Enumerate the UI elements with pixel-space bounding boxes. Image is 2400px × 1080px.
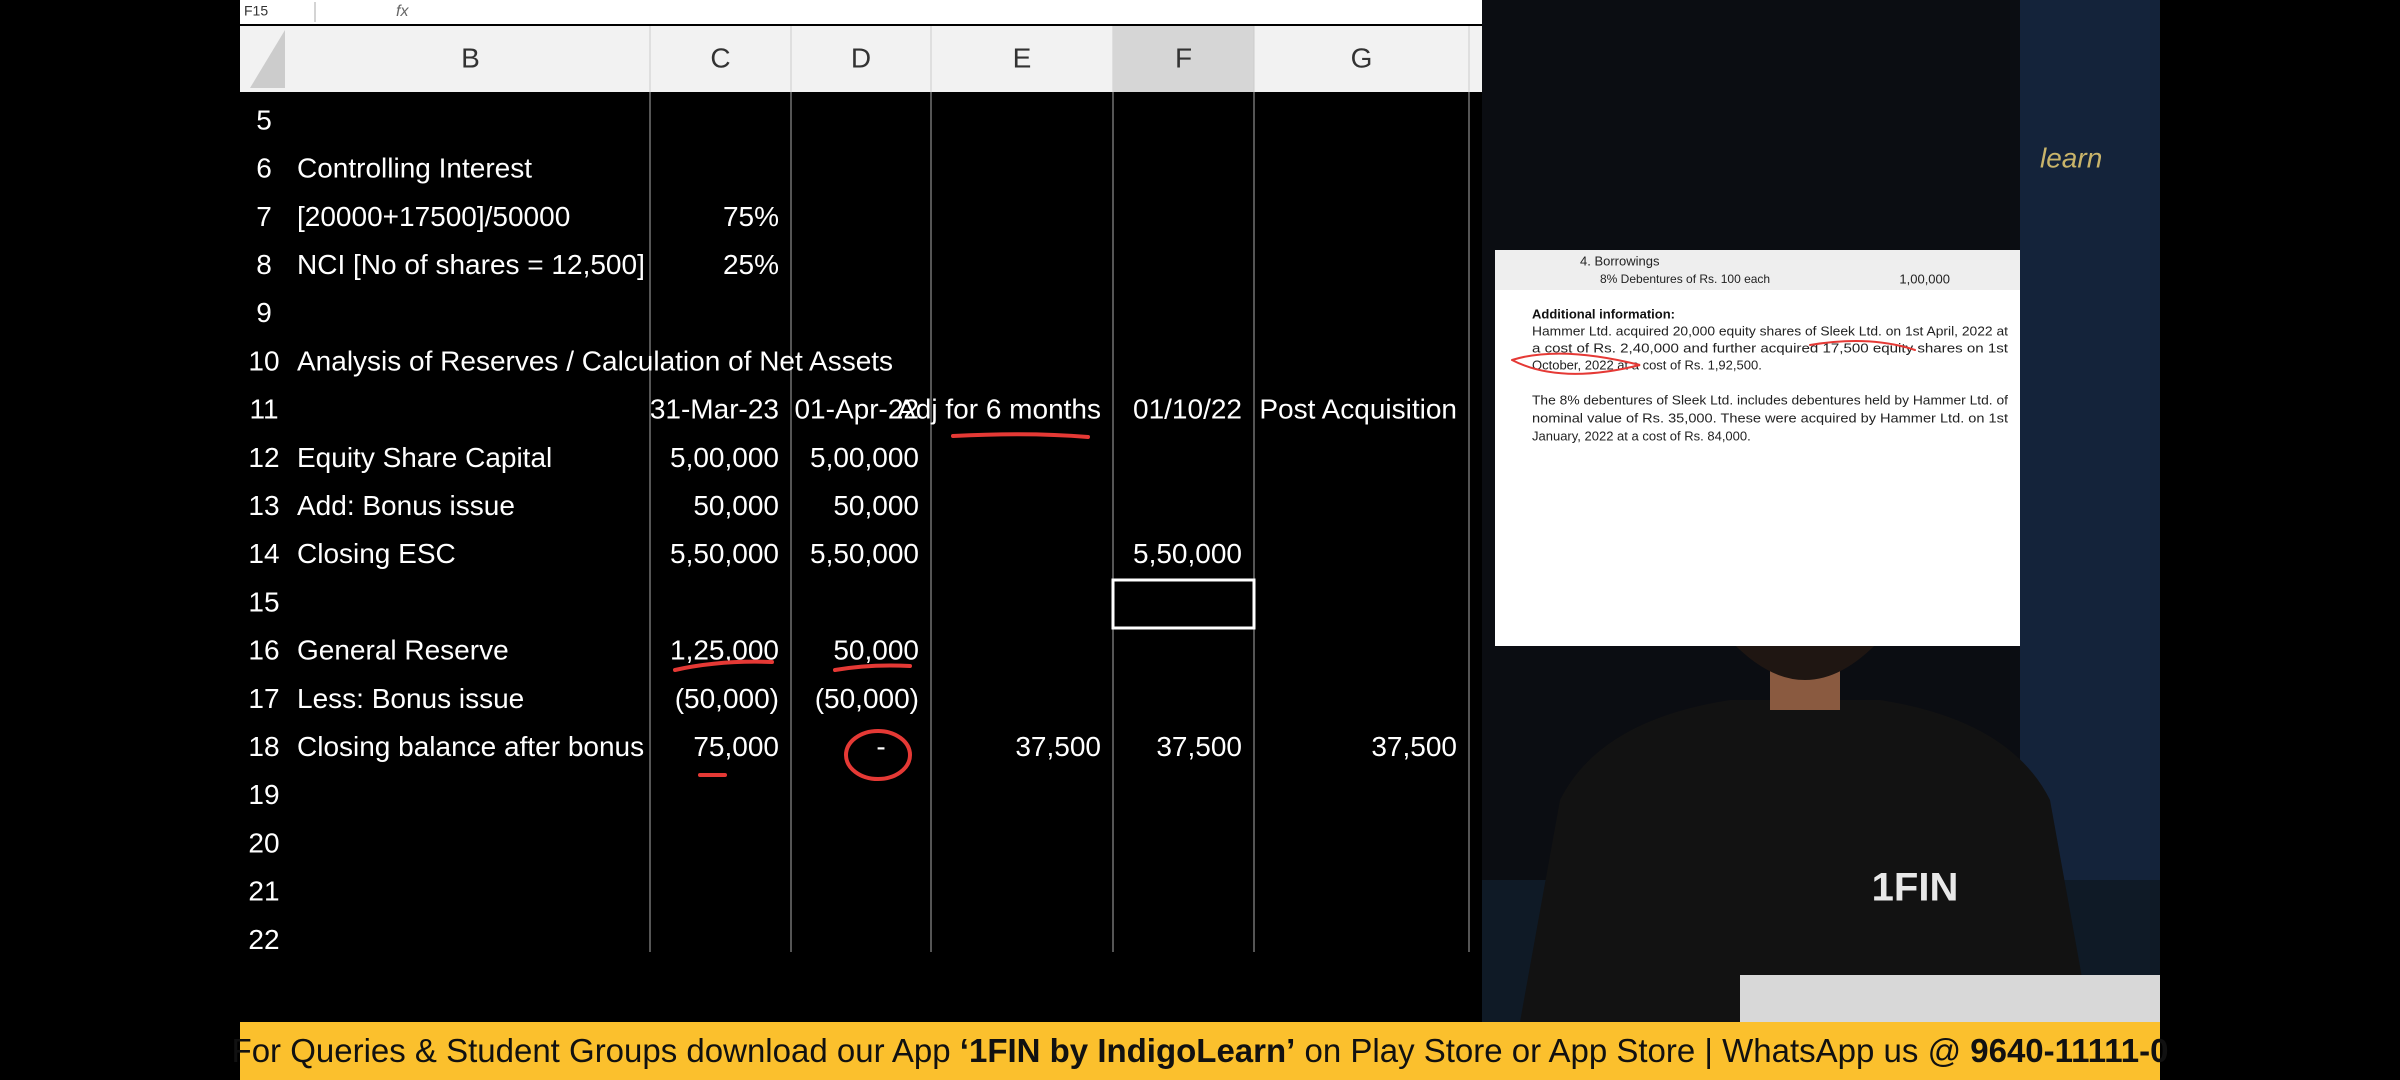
column-header-selected [1113,26,1254,92]
column-header[interactable]: G [1351,42,1373,73]
row-number: 7 [256,201,272,232]
annotation-underline [951,432,1090,439]
row-number: 8 [256,249,272,280]
laptop [1740,975,2160,1022]
row-number: 9 [256,297,272,328]
row-number: 18 [248,731,279,762]
row-number: 20 [248,827,279,858]
banner-phone: 9640-11111-0 [1970,1032,2168,1069]
document-toolbar [1495,250,2020,290]
row-number: 17 [248,683,279,714]
row-number: 15 [248,586,279,617]
cell[interactable]: Analysis of Reserves / Calculation of Ne… [297,345,893,376]
banner-app: ‘1FIN by IndigoLearn’ [960,1032,1296,1069]
column-header[interactable]: C [710,42,730,73]
cell[interactable]: 25% [723,249,779,280]
document-panel: 4. Borrowings 8% Debentures of Rs. 100 ea… [1495,250,2020,646]
person-body [1520,700,2090,1022]
cell[interactable]: 37,500 [1015,731,1101,762]
name-box[interactable]: F15 [244,3,268,19]
cell[interactable]: Add: Bonus issue [297,490,515,521]
column-header[interactable]: B [461,42,480,73]
banner [240,1022,2160,1080]
cell[interactable]: 5,00,000 [670,442,779,473]
doc-line: October, 2022 at a cost of Rs. 1,92,500. [1532,357,1762,372]
document-page [1495,250,2020,646]
doc-annotation [1511,352,1641,375]
cell[interactable]: Less: Bonus issue [297,683,524,714]
doc-line: a cost of Rs. 2,40,000 and further acqui… [1532,340,2008,355]
row-number: 19 [248,779,279,810]
fx-label: fx [396,3,409,20]
row-number: 5 [256,104,272,135]
spreadsheet: F15 fx B C D E F G 5 6 Controlling Interest 7 [200… [240,0,1482,955]
formula-bar [240,0,1482,24]
annotation-underline [833,663,912,672]
doc-line: January, 2022 at a cost of Rs. 84,000. [1532,428,1751,443]
cell[interactable]: 5,00,000 [810,442,919,473]
cell[interactable]: Closing balance after bonus [297,731,644,762]
row-number: 21 [248,876,279,907]
doc-amount: 1,00,000 [1899,271,1950,286]
cell[interactable]: Post Acquisition [1259,394,1457,425]
cell[interactable]: [20000+17500]/50000 [297,201,570,232]
select-all[interactable] [250,30,285,88]
cell[interactable]: 5,50,000 [810,538,919,569]
doc-line: The 8% debentures of Sleek Ltd. includes… [1532,392,2008,407]
cell[interactable]: 37,500 [1371,731,1457,762]
row-number: 14 [248,538,279,569]
cell[interactable]: 31-Mar-23 [650,394,779,425]
cell[interactable]: (50,000) [815,683,919,714]
column-header[interactable]: D [851,42,871,73]
doc-title: Additional information: [1532,306,1675,321]
cell[interactable]: 50,000 [693,490,779,521]
row-number: 22 [248,924,279,955]
cell[interactable]: 50,000 [833,490,919,521]
column-header-bar [240,26,1482,92]
cell[interactable]: 75,000 [693,731,779,762]
cell[interactable]: Equity Share Capital [297,442,552,473]
selected-cell [1111,578,1256,630]
logo-text: learn [2040,142,2102,173]
doc-line: Hammer Ltd. acquired 20,000 equity share… [1532,323,2008,338]
shirt-logo: 1FIN [1872,866,1959,910]
annotation-circle [844,729,912,781]
cell[interactable]: 01-Apr-22 [794,394,919,425]
row-number: 12 [248,442,279,473]
cell[interactable]: 50,000 [833,635,919,666]
banner-prefix: For Queries & Student Groups download ou… [232,1032,960,1069]
doc-line: nominal value of Rs. 35,000. These were … [1532,410,2008,425]
row-number: 16 [248,635,279,666]
row-number: 11 [249,394,278,425]
doc-annotation [1809,340,1916,351]
cell[interactable]: General Reserve [297,635,509,666]
cell[interactable]: 5,50,000 [1133,538,1242,569]
cell[interactable]: 01/10/22 [1133,394,1242,425]
row-number: 10 [248,345,279,376]
cell[interactable]: 37,500 [1156,731,1242,762]
cell[interactable]: (50,000) [675,683,779,714]
row-number: 13 [248,490,279,521]
banner-middle: on Play Store or App Store | WhatsApp us… [1295,1032,1970,1069]
banner-text: For Queries & Student Groups download ou… [232,1032,2169,1069]
cell[interactable]: 5,50,000 [670,538,779,569]
cell[interactable]: Controlling Interest [297,153,532,184]
row-number: 6 [256,153,272,184]
annotation-underline [673,659,774,672]
doc-heading: 4. Borrowings [1580,253,1660,268]
cell[interactable]: Closing ESC [297,538,456,569]
column-header[interactable]: E [1013,42,1032,73]
cell[interactable]: - [876,731,885,762]
cell[interactable]: Adj for 6 months [897,394,1101,425]
cell[interactable]: 75% [723,201,779,232]
cell[interactable]: NCI [No of shares = 12,500] [297,249,645,280]
column-header[interactable]: F [1175,42,1192,73]
doc-subheading: 8% Debentures of Rs. 100 each [1600,272,1770,286]
